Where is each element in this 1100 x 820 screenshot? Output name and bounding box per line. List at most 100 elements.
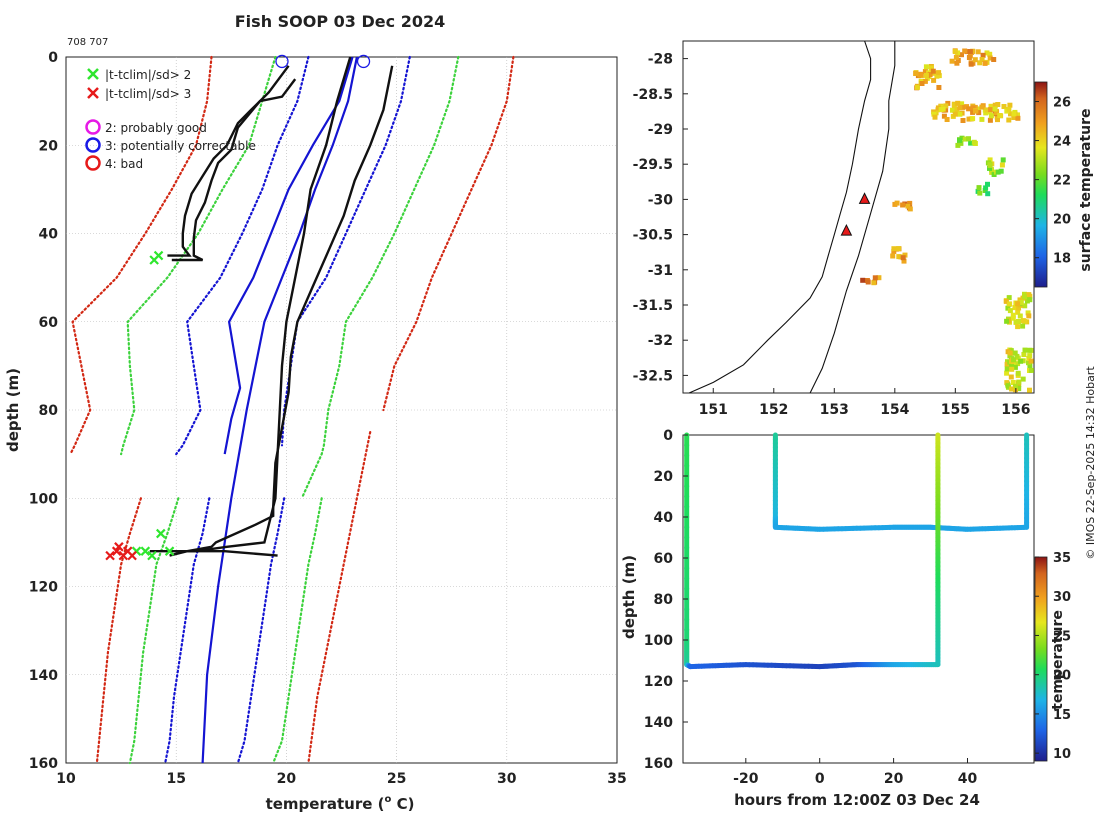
map-axes-box — [682, 40, 1035, 394]
map-sst-cell — [1009, 386, 1015, 392]
map-sst-cell — [972, 57, 978, 63]
map-sst-cell — [1011, 115, 1017, 120]
profile-ytick-label: 20 — [39, 138, 59, 154]
map-sst-cell — [894, 200, 900, 206]
map-sst-cell — [1012, 364, 1018, 370]
profile-flag-markers — [105, 54, 371, 561]
profile-series-blue-dot-11 — [236, 497, 286, 765]
section-casts — [684, 432, 1030, 670]
map-coastline — [688, 40, 872, 394]
map-sst-cell — [1012, 350, 1018, 356]
section-ticks: -20 0 20 40 0 20 40 60 80 100 120 140 160 — [644, 428, 978, 787]
profile-flag-x-mark — [105, 550, 115, 561]
map-sst-cell — [872, 275, 878, 281]
map-sst-cell — [970, 105, 976, 111]
profile-series-red-dot-0 — [69, 55, 213, 456]
map-sst-cell — [1012, 305, 1018, 311]
map-sst-cell — [1015, 115, 1021, 121]
section-cbar-tick-label: 25 — [1053, 629, 1071, 644]
map-sst-cell — [1022, 347, 1028, 353]
legend-blue-circle-icon — [85, 137, 101, 153]
legend-green-x-icon — [87, 68, 99, 80]
profile-xtick-label: 25 — [387, 771, 406, 787]
map-sst-cell — [957, 138, 962, 143]
map-sst-cell — [923, 64, 929, 70]
map-sst-cell — [1020, 323, 1026, 329]
profile-grid — [66, 57, 617, 763]
profile-series-green-dot-6 — [128, 497, 180, 765]
map-sst-cell — [935, 105, 941, 111]
map-sst-cell — [994, 110, 1000, 116]
map-ticks: 151 152 153 154 155 156 -28 -28.5 -29 -29.5 -30 -30… — [633, 52, 1031, 418]
map-ytick-label: -28.5 — [633, 87, 673, 103]
section-xlabel: hours from 12:00Z 03 Dec 24 — [734, 791, 980, 809]
map-sst-cell — [1007, 350, 1013, 356]
map-ytick-label: -32 — [648, 333, 673, 349]
map-sst-cell — [1018, 358, 1024, 364]
map-sst-cell — [951, 103, 957, 108]
map-sst-cell — [896, 246, 902, 252]
map-ytick-label: -29.5 — [633, 157, 673, 173]
map-sst-cell — [975, 49, 981, 55]
map-sst-cell — [987, 55, 993, 61]
map-sst-cell — [871, 280, 877, 286]
section-cbar-tick-label: 15 — [1053, 708, 1071, 723]
map-cbar-tick-label: 20 — [1053, 213, 1071, 228]
section-colorbar-label: temperature — [1050, 610, 1066, 710]
map-sst-cell — [1015, 361, 1021, 367]
map-sst-cell — [876, 275, 882, 281]
map-sst-cell — [954, 107, 960, 112]
map-sst-cell — [1010, 315, 1016, 321]
profile-legend: |t-tclim|/sd> 2 |t-tclim|/sd> 3 2: proba… — [85, 68, 256, 171]
map-sst-cell — [900, 202, 906, 208]
map-sst-cell — [977, 190, 983, 196]
map-sst-cell — [927, 72, 933, 77]
map-sst-cell — [999, 162, 1005, 168]
map-sst-cell — [1027, 347, 1033, 353]
credit-text: © IMOS 22-Sep-2025 14:32 Hobart — [1084, 366, 1097, 560]
sst-map: 151 152 153 154 155 156 -28 -28.5 -29 -29.5 -30 -30… — [633, 40, 1094, 418]
map-sst-cell — [952, 111, 958, 117]
map-sst-cell — [930, 68, 936, 74]
section-ytick-label: 100 — [644, 633, 673, 649]
map-sst-cell — [1015, 324, 1021, 330]
legend-qc2: 2: probably good — [85, 119, 207, 135]
map-sst-cell — [995, 169, 1001, 175]
map-sst-cell — [865, 279, 871, 285]
map-sst-cell — [1022, 294, 1027, 300]
map-sst-cell — [1026, 313, 1032, 319]
map-ytick-label: -32.5 — [633, 368, 673, 384]
map-sst-cell — [1009, 364, 1015, 370]
map-sst-cell — [957, 111, 963, 117]
profile-ytick-label: 40 — [39, 227, 59, 243]
section-ytick-label: 120 — [644, 674, 673, 690]
map-sst-cell — [962, 48, 968, 54]
section-ytick-label: 160 — [644, 756, 673, 772]
map-sst-cell — [1011, 111, 1017, 117]
profile-series-green-dot-7 — [272, 497, 323, 765]
map-sst-cell — [1018, 299, 1024, 305]
legend-magenta-circle-icon — [85, 119, 101, 135]
map-sst-cell — [966, 55, 972, 60]
map-cbar-tick-label: 24 — [1053, 135, 1071, 150]
map-sst-cell — [1004, 366, 1010, 372]
map-sst-cell — [1028, 367, 1034, 373]
map-sst-cell — [977, 60, 983, 66]
legend-qc3-label: 3: potentially correctable — [105, 139, 256, 153]
map-sst-cell — [907, 206, 913, 212]
profile-xtick-label: 30 — [497, 771, 517, 787]
map-sst-cell — [919, 81, 925, 86]
map-sst-cell — [983, 110, 989, 116]
map-sst-cell — [1006, 106, 1012, 112]
section-cbar-tick-label: 10 — [1053, 747, 1071, 762]
map-sst-cell — [991, 57, 997, 62]
profile-series-black-16 — [169, 56, 352, 557]
map-sst-cell — [987, 165, 992, 171]
map-sst-cell — [955, 100, 961, 106]
section-ytick-label: 20 — [654, 469, 674, 485]
map-sst-cell — [1007, 102, 1013, 108]
map-sst-cell — [1020, 376, 1026, 382]
map-sst-cell — [1012, 383, 1018, 389]
map-sst-cell — [1007, 353, 1013, 359]
